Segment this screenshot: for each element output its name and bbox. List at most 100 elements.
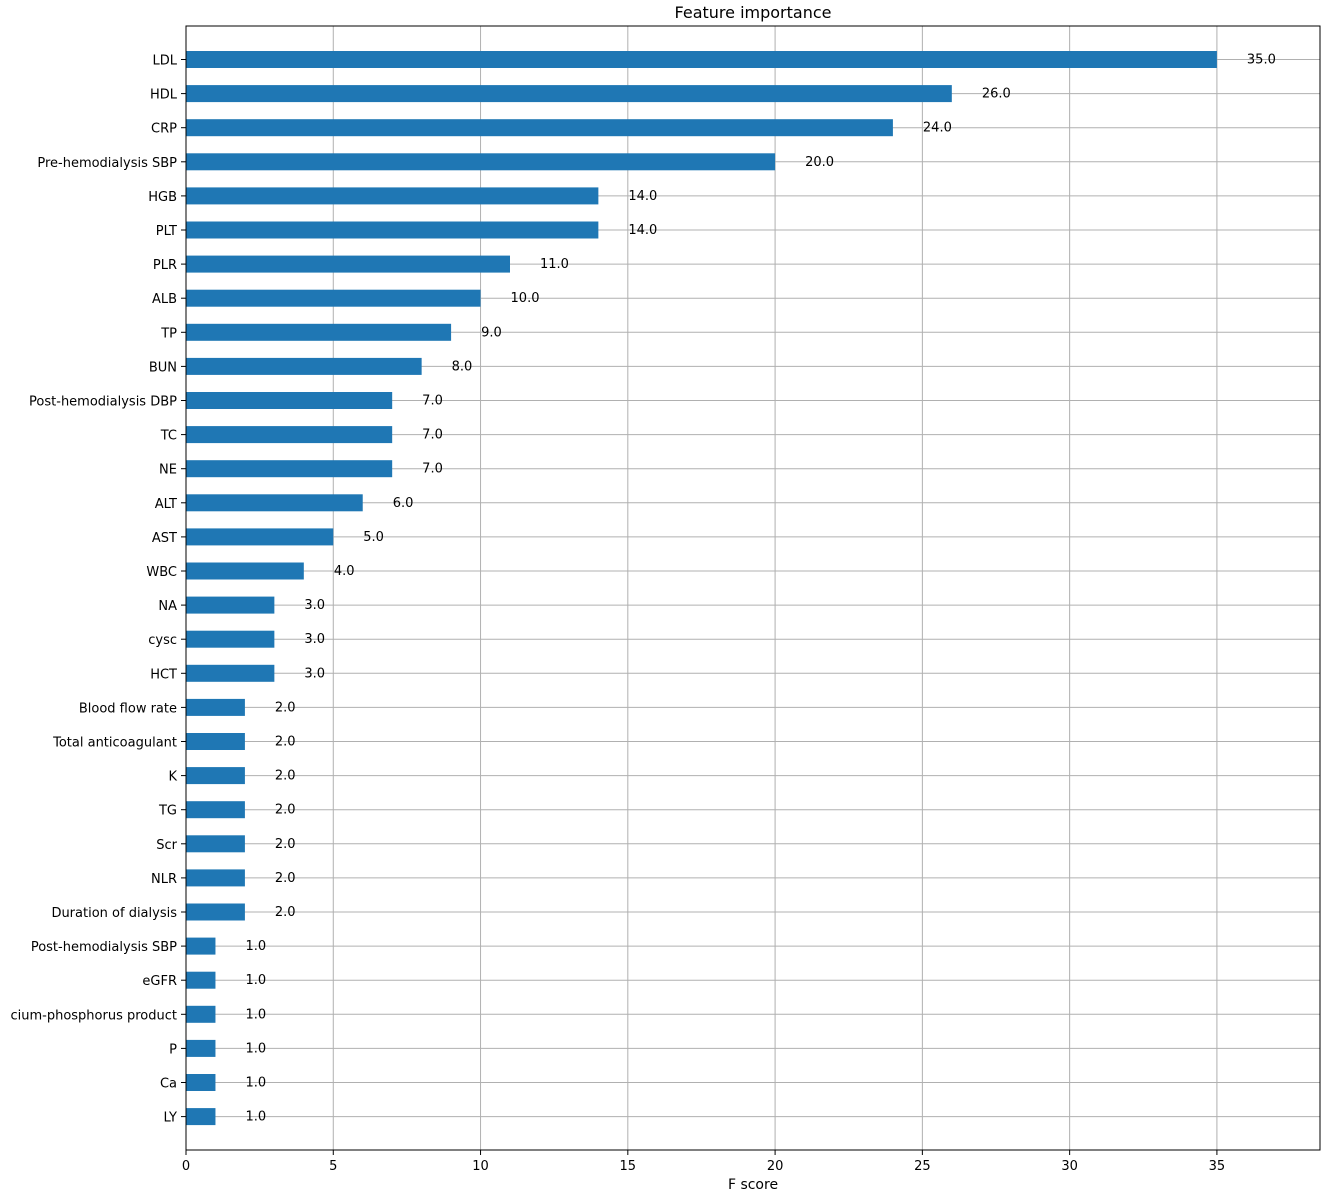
y-tick-label: PLT [156,224,177,239]
bar [186,733,245,750]
y-tick-label: Total anticoagulant [52,736,177,751]
y-axis-tick-labels: LDL HDL CRP Pre-hemodialysis SBP HGB PLT PLR AL… [10,54,186,1126]
x-tick-label: 25 [914,1159,931,1174]
bar [186,426,393,444]
y-tick-label: Duration of dialysis [51,906,177,921]
x-tick-label: 30 [1061,1159,1078,1174]
y-tick-label: TC [160,429,177,444]
bar [186,698,245,716]
y-tick-label: P [169,1042,177,1057]
bar [186,1108,216,1126]
bar [186,1074,216,1091]
bar-value-label: 7.0 [422,428,443,443]
bar-value-label: 2.0 [275,769,296,784]
x-axis-label: F score [728,1177,778,1193]
bar-value-label: 1.0 [245,1110,266,1125]
bar-value-label: 3.0 [304,598,325,613]
y-tick-label: CRP [151,122,177,137]
bar-value-label: 5.0 [363,530,384,545]
bar [186,869,245,887]
bar-value-label: 1.0 [245,939,266,954]
y-tick-label: Pre-hemodialysis SBP [37,156,177,171]
bar [186,801,245,819]
x-tick-label: 0 [182,1159,190,1174]
y-tick-label: Ca [160,1077,177,1092]
bar-value-label: 2.0 [275,735,296,750]
y-tick-label: HCT [150,667,177,682]
bar-value-label: 24.0 [923,121,952,136]
bar-value-label: 6.0 [393,496,414,511]
plot-frame [185,25,1321,1151]
y-tick-label: TP [160,326,177,341]
bar-value-label: 1.0 [245,1076,266,1091]
y-tick-label: Blood flow rate [79,701,177,716]
bar-value-label: 2.0 [275,871,296,886]
bar [186,767,245,785]
bar [186,51,1217,68]
y-tick-label: eGFR [142,974,177,989]
bar [186,255,510,273]
bar-value-label: 11.0 [540,257,569,272]
x-tick-label: 35 [1209,1159,1226,1174]
bar [186,630,275,648]
y-tick-label: K [168,770,177,785]
y-tick-label: AST [152,531,177,546]
bar-value-label: 20.0 [805,155,834,170]
bar-value-label: 3.0 [304,632,325,647]
y-tick-label: TG [158,804,177,819]
bar [186,392,393,409]
bar [186,357,422,375]
bar-value-label: 9.0 [481,325,502,340]
y-tick-label: LY [164,1111,178,1126]
bar [186,221,599,239]
y-tick-label: cysc [148,633,177,648]
y-tick-label: BUN [149,360,177,375]
chart-title: Feature importance [675,3,832,22]
x-axis-tick-labels: 0 5 10 15 20 25 30 35 [182,1150,1225,1174]
bar-value-label: 4.0 [334,564,355,579]
bar-value-label: 1.0 [245,973,266,988]
y-tick-label: Post-hemodialysis DBP [29,395,177,410]
bar [186,562,304,580]
bar [186,835,245,853]
bar-value-label: 1.0 [245,1041,266,1056]
bar-value-label: 7.0 [422,462,443,477]
bar-value-label: 14.0 [628,223,657,238]
y-tick-label: NLR [151,872,177,887]
y-tick-label: ALB [152,292,177,307]
y-tick-label: Scr [156,838,177,853]
y-tick-label: cium-phosphorus product [10,1008,177,1023]
bar [186,460,393,478]
bar-value-label: 7.0 [422,394,443,409]
bar-value-label: 35.0 [1247,53,1276,68]
y-tick-label: WBC [146,565,177,580]
bar [186,289,481,307]
bar [186,119,893,137]
bar [186,1005,216,1023]
bar [186,937,216,955]
bar [186,85,952,103]
bar [186,903,245,921]
x-tick-label: 20 [767,1159,784,1174]
bar [186,664,275,682]
y-tick-label: ALT [155,497,177,512]
bar-value-label: 10.0 [511,291,540,306]
bar-value-label: 2.0 [275,905,296,920]
x-tick-label: 15 [620,1159,637,1174]
y-tick-label: Post-hemodialysis SBP [31,940,177,955]
bar [186,323,452,341]
bar [186,596,275,614]
bar [186,494,363,512]
bar [186,971,216,989]
bar-value-label: 2.0 [275,837,296,852]
bar-value-label: 8.0 [452,359,473,374]
y-tick-label: NE [159,463,177,478]
y-tick-label: HGB [148,190,177,205]
x-tick-label: 10 [472,1159,489,1174]
x-tick-label: 5 [329,1159,337,1174]
bar-value-label: 2.0 [275,803,296,818]
bar-value-label: 2.0 [275,700,296,715]
bar-value-label: 1.0 [245,1007,266,1022]
y-tick-label: PLR [153,258,177,273]
